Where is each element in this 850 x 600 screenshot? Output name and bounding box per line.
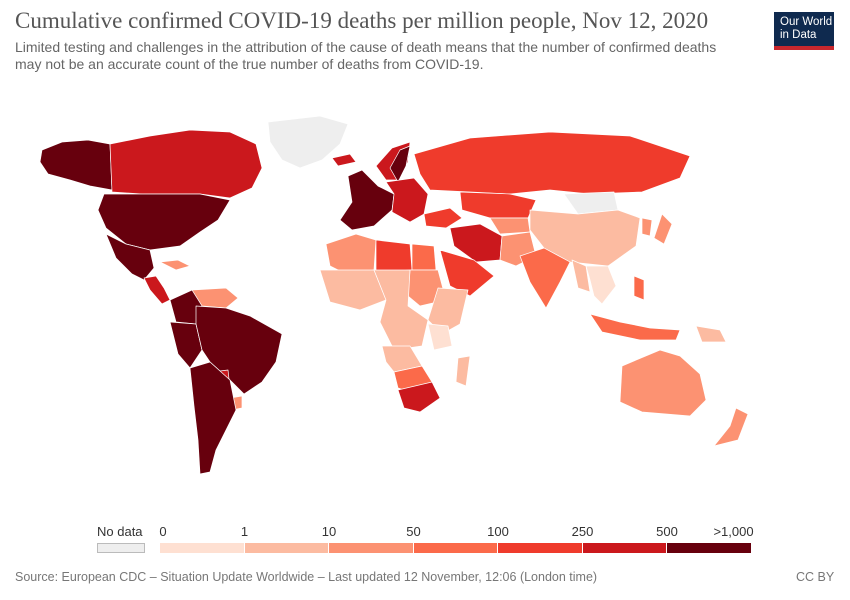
region-korea[interactable]: [641, 217, 653, 237]
region-india[interactable]: [519, 247, 571, 309]
region-russia[interactable]: [413, 131, 691, 195]
legend-swatch[interactable]: [160, 543, 245, 553]
region-mexico[interactable]: [105, 233, 155, 281]
region-egypt[interactable]: [411, 243, 437, 271]
region-indonesia[interactable]: [589, 313, 681, 341]
source-note: Source: European CDC – Situation Update …: [15, 570, 598, 584]
region-new-zealand[interactable]: [713, 407, 749, 447]
region-papua-new-guinea[interactable]: [695, 325, 727, 343]
region-greenland[interactable]: [267, 115, 349, 169]
legend-swatch[interactable]: [667, 543, 752, 553]
region-myanmar[interactable]: [571, 259, 591, 293]
region-western-europe[interactable]: [339, 169, 395, 231]
region-brazil[interactable]: [195, 305, 283, 395]
region-philippines[interactable]: [633, 275, 645, 301]
region-central-europe[interactable]: [385, 177, 429, 223]
region-madagascar[interactable]: [455, 355, 471, 387]
region-alaska[interactable]: [39, 139, 113, 191]
legend-swatch[interactable]: [498, 543, 583, 553]
region-peru[interactable]: [169, 321, 203, 369]
logo-line-1: Our World: [780, 16, 833, 28]
subtitle-line-2: may not be an accurate count of the true…: [15, 56, 484, 72]
region-kazakhstan[interactable]: [459, 191, 537, 219]
region-united-states[interactable]: [97, 193, 231, 251]
region-central-asia[interactable]: [489, 217, 531, 235]
legend-tick-label: 10: [321, 524, 337, 539]
owid-logo[interactable]: Our World in Data: [774, 12, 834, 50]
region-libya[interactable]: [375, 239, 413, 273]
region-north-africa[interactable]: [325, 233, 377, 275]
world-map[interactable]: [30, 110, 780, 490]
region-china[interactable]: [529, 209, 641, 267]
chart-title: Cumulative confirmed COVID-19 deaths per…: [15, 8, 709, 33]
region-west-africa[interactable]: [319, 269, 387, 311]
legend-tick-label: >1,000: [713, 524, 754, 539]
legend-tick-label: 0: [159, 524, 167, 539]
region-australia[interactable]: [619, 349, 707, 417]
region-tanzania[interactable]: [427, 323, 453, 351]
legend-nodata-label: No data: [97, 524, 143, 539]
region-turkey-caucasus[interactable]: [423, 207, 463, 229]
legend-swatch[interactable]: [329, 543, 414, 553]
region-japan[interactable]: [653, 213, 673, 245]
color-legend: No data 0 1 10 50 100 250 500 >1,000: [0, 520, 850, 560]
region-cuba[interactable]: [159, 259, 191, 271]
legend-tick-label: 1: [240, 524, 249, 539]
legend-tick-label: 50: [406, 524, 421, 539]
region-south-africa[interactable]: [397, 381, 441, 413]
logo-line-2: in Data: [780, 29, 817, 41]
region-iceland[interactable]: [331, 153, 357, 167]
region-argentina-chile[interactable]: [189, 361, 237, 475]
region-east-africa[interactable]: [427, 287, 469, 335]
legend-swatch[interactable]: [582, 543, 667, 553]
legend-tick-label: 500: [656, 524, 678, 539]
region-canada[interactable]: [109, 129, 263, 199]
subtitle-line-1: Limited testing and challenges in the at…: [15, 39, 717, 55]
region-central-africa[interactable]: [373, 269, 429, 351]
legend-nodata-swatch[interactable]: [97, 543, 145, 553]
chart-subtitle: Limited testing and challenges in the at…: [15, 39, 755, 73]
legend-tick-label: 100: [487, 524, 509, 539]
license-link[interactable]: CC BY: [796, 570, 835, 584]
region-central-america[interactable]: [143, 275, 171, 305]
region-arabia[interactable]: [439, 249, 495, 297]
legend-swatch[interactable]: [244, 543, 329, 553]
legend-tick-label: 250: [571, 524, 594, 539]
region-sweden[interactable]: [389, 145, 411, 183]
region-mainland-southeast-asia[interactable]: [585, 265, 617, 305]
legend-swatch[interactable]: [413, 543, 498, 553]
